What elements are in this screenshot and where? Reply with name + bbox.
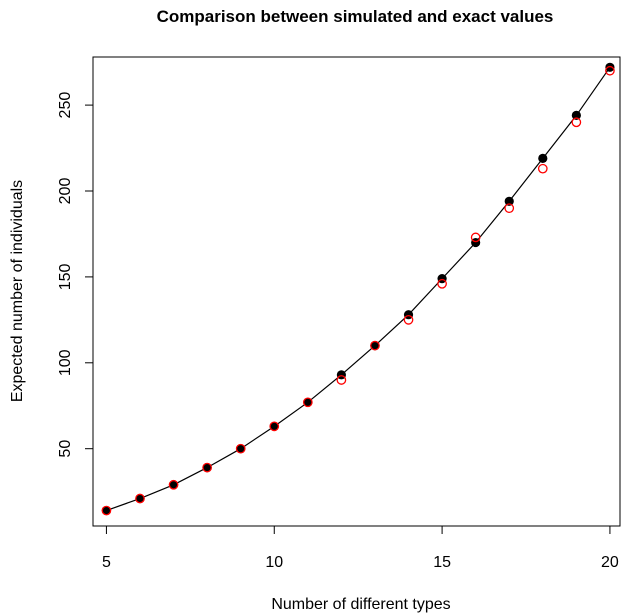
exact-point [202,462,212,473]
simulated-point [336,375,347,385]
x-axis-label: Number of different types [271,596,450,613]
y-axis: 50 100 150 200 250 [57,92,94,458]
exact-point [504,196,514,206]
simulated-point [403,314,414,325]
simulated-point [370,340,380,351]
y-tick-label: 150 [57,263,74,290]
exact-point [168,480,179,490]
exact-point [370,341,380,351]
exact-point [135,493,145,504]
exact-point [437,274,447,284]
exact-point [303,397,313,407]
y-tick-label: 250 [57,92,74,119]
simulated-point [202,462,212,473]
simulated-point [302,397,313,408]
exact-point [571,110,581,121]
y-tick-label: 50 [57,440,74,458]
x-tick-label: 20 [601,554,619,571]
simulated-point [101,505,112,516]
exact-point [336,370,346,380]
simulated-point [605,65,615,76]
plot-frame [92,56,621,527]
simulated-point [537,163,548,174]
simulated-point [168,479,179,490]
x-tick-label: 5 [102,554,111,571]
exact-point [269,421,279,431]
x-tick-label: 15 [433,554,451,571]
chart-title: Comparison between simulated and exact v… [157,7,554,26]
simulated-point [135,493,145,504]
exact-point [236,444,246,454]
simulated-point [269,421,280,432]
y-tick-label: 200 [57,178,74,205]
simulated-point [437,278,447,289]
exact-point [538,153,548,163]
simulated-point [504,203,515,214]
x-tick-label: 10 [265,554,283,571]
simulated-point [470,232,481,243]
exact-point [471,237,481,248]
y-tick-label: 100 [57,349,74,376]
simulated-point [235,443,246,454]
simulated-point [571,117,582,128]
exact-series-line [106,66,611,512]
y-axis-label: Expected number of individuals [9,180,26,402]
exact-point [101,505,112,516]
x-axis: 5 10 15 20 [102,525,619,571]
exact-point [605,62,615,72]
exact-point [403,310,414,320]
series-layer [101,62,615,516]
